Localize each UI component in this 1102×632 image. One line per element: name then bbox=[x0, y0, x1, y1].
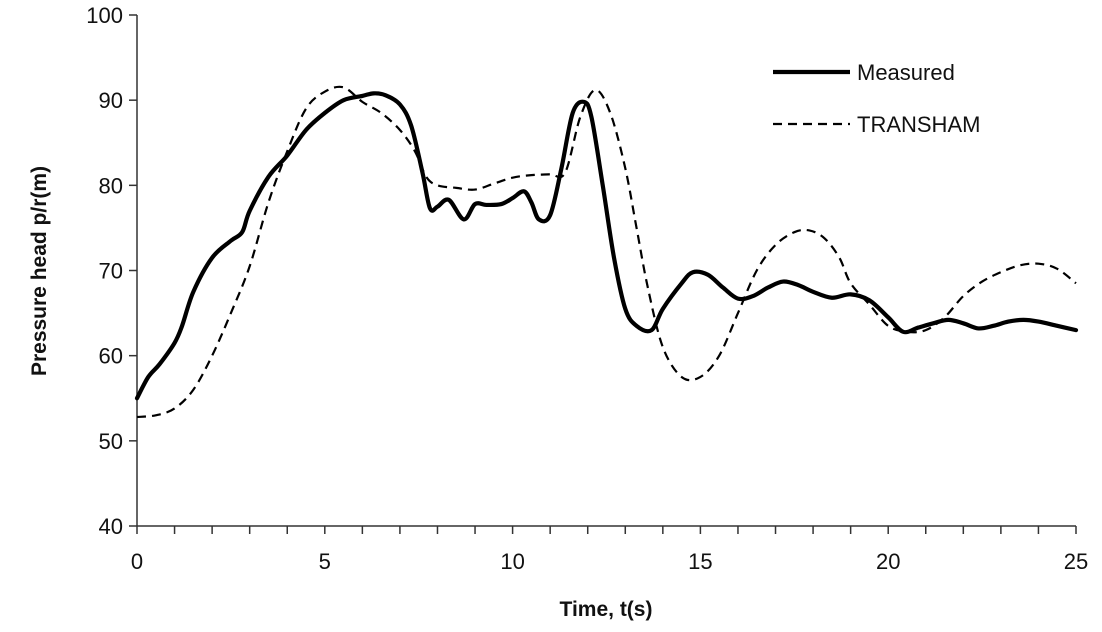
y-tick-label: 40 bbox=[99, 514, 123, 539]
y-tick-label: 80 bbox=[99, 173, 123, 198]
x-tick-label: 15 bbox=[688, 549, 712, 574]
legend-label-transham: TRANSHAM bbox=[857, 112, 980, 137]
x-tick-label: 0 bbox=[131, 549, 143, 574]
y-tick-label: 100 bbox=[86, 3, 123, 28]
y-tick-label: 50 bbox=[99, 429, 123, 454]
series-line-measured bbox=[134, 91, 1079, 401]
y-tick-label: 70 bbox=[99, 259, 123, 284]
y-tick-label: 60 bbox=[99, 344, 123, 369]
x-axis-title: Time, t(s) bbox=[560, 598, 653, 621]
x-tick-label: 10 bbox=[500, 549, 524, 574]
y-axis-title: Pressure head p/r(m) bbox=[28, 166, 51, 376]
x-tick-label: 25 bbox=[1064, 549, 1088, 574]
legend-label-measured: Measured bbox=[857, 60, 955, 85]
x-tick-label: 5 bbox=[319, 549, 331, 574]
x-tick-label: 20 bbox=[876, 549, 900, 574]
y-tick-label: 90 bbox=[99, 88, 123, 113]
